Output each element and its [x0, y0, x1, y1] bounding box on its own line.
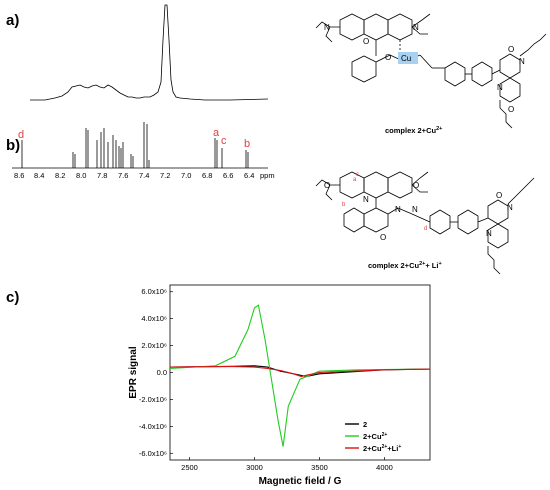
- atom-n-5: O: [324, 181, 330, 190]
- atom-label-a: a: [353, 177, 357, 183]
- epr-y-tick-label: -6.0x10⁶: [139, 449, 167, 458]
- epr-y-tick-label: 6.0x10⁶: [141, 287, 167, 296]
- atom-o-6: O: [380, 233, 386, 242]
- epr-legend-label-1: 2+Cu2+: [363, 432, 387, 441]
- epr-y-tick-label: 4.0x10⁶: [141, 314, 167, 323]
- epr-legend-label-2: 2+Cu2++Li+: [363, 444, 401, 453]
- atom-n-8: N: [412, 205, 418, 214]
- atom-label-d: d: [424, 226, 427, 232]
- atom-n-4: N: [497, 83, 503, 92]
- svg-text:7.8: 7.8: [97, 171, 107, 180]
- atom-n-7: N: [395, 205, 401, 214]
- atom-n-10: N: [486, 229, 492, 238]
- atom-o-7: O: [496, 191, 502, 200]
- atom-o-5: N: [363, 195, 369, 204]
- svg-text:6.6: 6.6: [223, 171, 233, 180]
- atom-n-2: N: [413, 23, 419, 32]
- svg-text:8.6: 8.6: [14, 171, 24, 180]
- svg-text:7.2: 7.2: [160, 171, 170, 180]
- cu-atom-label: Cu: [401, 54, 411, 63]
- atom-o-4: O: [508, 105, 514, 114]
- peak-label-a: a: [213, 127, 220, 139]
- svg-text:8.4: 8.4: [34, 171, 44, 180]
- atom-o-3: O: [508, 45, 514, 54]
- cu-highlight: [398, 52, 418, 64]
- epr-x-axis-label: Magnetic field / G: [259, 476, 342, 487]
- atom-n-6: O: [413, 181, 419, 190]
- panel-c-label: c): [6, 289, 19, 306]
- epr-y-tick-label: 0.0: [157, 368, 167, 377]
- epr-series-line-2: [169, 365, 431, 378]
- epr-x-tick-label: 2500: [181, 463, 198, 472]
- nmr-axis-ticks: 8.6 8.4 8.2 8.0 7.8 7.6 7.4 7.2 7.0 6.8 …: [14, 171, 275, 180]
- atom-n-3: N: [519, 57, 525, 66]
- svg-text:7.4: 7.4: [139, 171, 149, 180]
- peak-label-c: c: [221, 135, 227, 147]
- epr-x-tick-label: 3500: [311, 463, 328, 472]
- epr-x-tick-label: 4000: [376, 463, 393, 472]
- atom-n-1: N: [324, 23, 330, 32]
- structure-complex-a: [315, 13, 547, 129]
- svg-text:6.8: 6.8: [202, 171, 212, 180]
- svg-text:6.4: 6.4: [244, 171, 254, 180]
- nmr-spectrum-b: [12, 122, 268, 169]
- complex-b-caption: complex 2+Cu2++ Li+: [368, 261, 442, 270]
- nmr-spectrum-a: [30, 4, 269, 101]
- atom-n-9: N: [507, 203, 513, 212]
- panel-b-label: b): [6, 137, 20, 154]
- epr-plot-frame: [169, 284, 431, 461]
- epr-series-line-0: [169, 365, 431, 378]
- epr-y-tick-label: -2.0x10⁶: [139, 395, 167, 404]
- epr-y-axis-label: EPR signal: [128, 346, 139, 398]
- epr-x-tick-label: 3000: [246, 463, 263, 472]
- epr-y-tick-label: 2.0x10⁶: [141, 341, 167, 350]
- epr-chart: 6.0x10⁶ 4.0x10⁶ 2.0x10⁶ 0.0 -2.0x10⁶ -4.0x10⁶…: [128, 284, 431, 487]
- peak-label-b: b: [244, 138, 250, 150]
- panel-a-label: a): [6, 12, 19, 29]
- epr-legend-label-0: 2: [363, 420, 367, 429]
- peak-label-d: d: [18, 129, 24, 141]
- svg-text:7.6: 7.6: [118, 171, 128, 180]
- structure-complex-b: [315, 171, 535, 275]
- complex-a-caption: complex 2+Cu2+: [385, 126, 442, 135]
- atom-o-2: O: [385, 53, 391, 62]
- svg-text:8.2: 8.2: [55, 171, 65, 180]
- nmr-axis-unit: ppm: [260, 171, 275, 180]
- svg-text:7.0: 7.0: [181, 171, 191, 180]
- epr-y-tick-label: -4.0x10⁶: [139, 422, 167, 431]
- atom-label-c: c: [356, 172, 359, 178]
- svg-text:8.0: 8.0: [76, 171, 86, 180]
- atom-o-1: O: [363, 37, 369, 46]
- atom-label-b: b: [342, 202, 346, 208]
